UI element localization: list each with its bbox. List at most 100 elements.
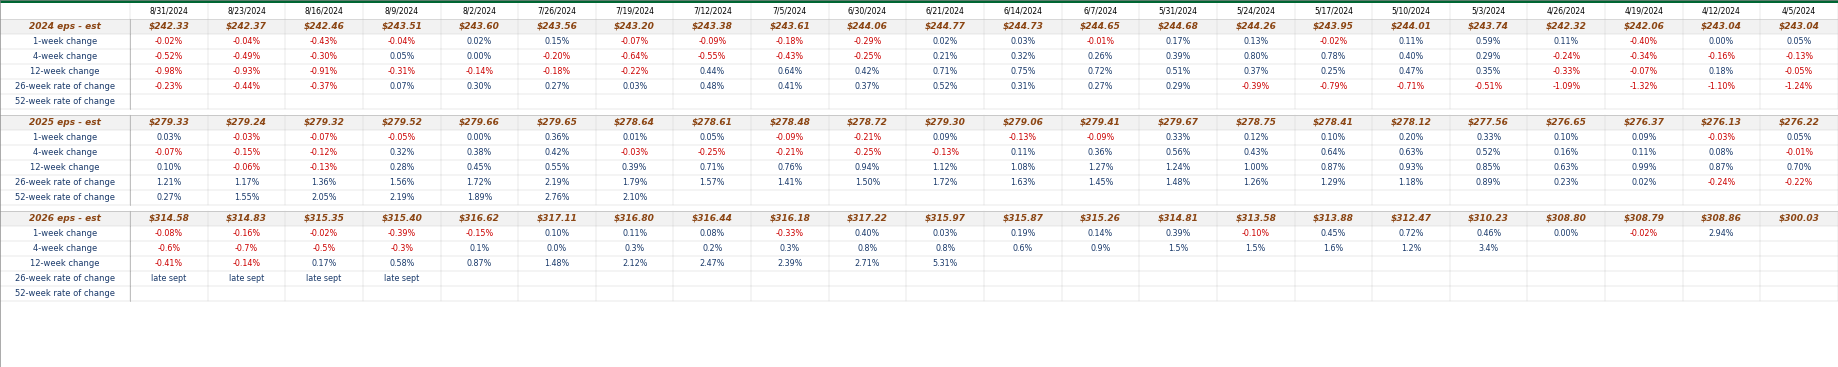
Text: 0.8%: 0.8% (936, 244, 956, 253)
Text: $243.04: $243.04 (1779, 22, 1820, 31)
Text: 3.4%: 3.4% (1478, 244, 1498, 253)
Text: $242.46: $242.46 (303, 22, 344, 31)
Text: -0.12%: -0.12% (311, 148, 338, 157)
Text: -0.07%: -0.07% (154, 148, 184, 157)
Text: 0.58%: 0.58% (390, 259, 414, 268)
Text: 26-week rate of change: 26-week rate of change (15, 82, 116, 91)
Text: 4/26/2024: 4/26/2024 (1548, 7, 1586, 15)
Text: 12-week change: 12-week change (29, 259, 99, 268)
Text: -0.10%: -0.10% (1242, 229, 1270, 238)
Text: -0.22%: -0.22% (1785, 178, 1814, 187)
Text: -0.02%: -0.02% (1630, 229, 1658, 238)
Text: -0.33%: -0.33% (1553, 67, 1581, 76)
Text: 0.03%: 0.03% (932, 229, 958, 238)
Text: 0.41%: 0.41% (777, 82, 803, 91)
Text: -0.21%: -0.21% (853, 133, 882, 142)
Text: 0.03%: 0.03% (156, 133, 182, 142)
Text: 0.93%: 0.93% (1399, 163, 1424, 172)
Text: -0.07%: -0.07% (311, 133, 338, 142)
Text: 1.72%: 1.72% (932, 178, 958, 187)
Text: $242.33: $242.33 (149, 22, 189, 31)
Text: 52-week rate of change: 52-week rate of change (15, 97, 116, 106)
Text: 0.29%: 0.29% (1476, 52, 1502, 61)
Text: 0.39%: 0.39% (1165, 229, 1191, 238)
Text: $242.32: $242.32 (1546, 22, 1586, 31)
Text: $244.26: $244.26 (1235, 22, 1276, 31)
Text: -0.29%: -0.29% (853, 37, 882, 46)
Text: 1.08%: 1.08% (1011, 163, 1035, 172)
Text: -0.07%: -0.07% (1630, 67, 1658, 76)
Text: $278.75: $278.75 (1235, 118, 1276, 127)
Text: $244.06: $244.06 (847, 22, 888, 31)
Text: $278.41: $278.41 (1312, 118, 1355, 127)
Text: $243.60: $243.60 (460, 22, 500, 31)
Text: $316.44: $316.44 (691, 214, 733, 223)
Text: -0.43%: -0.43% (311, 37, 338, 46)
Text: 0.08%: 0.08% (1709, 148, 1735, 157)
Bar (0, 130, 1838, 145)
Text: -1.09%: -1.09% (1551, 82, 1581, 91)
Text: -0.04%: -0.04% (388, 37, 415, 46)
Text: 4-week change: 4-week change (33, 148, 97, 157)
Text: 5/24/2024: 5/24/2024 (1237, 7, 1276, 15)
Text: 4-week change: 4-week change (33, 52, 97, 61)
Text: $243.51: $243.51 (380, 22, 423, 31)
Text: $279.32: $279.32 (303, 118, 344, 127)
Text: -0.02%: -0.02% (1320, 37, 1347, 46)
Text: 0.39%: 0.39% (1165, 52, 1191, 61)
Text: 0.1%: 0.1% (469, 244, 489, 253)
Text: 0.75%: 0.75% (1011, 67, 1035, 76)
Text: $312.47: $312.47 (1391, 214, 1432, 223)
Text: 0.09%: 0.09% (1630, 133, 1656, 142)
Text: 1.72%: 1.72% (467, 178, 493, 187)
Text: -0.03%: -0.03% (621, 148, 649, 157)
Text: -0.44%: -0.44% (232, 82, 261, 91)
Text: 1.55%: 1.55% (233, 193, 259, 202)
Text: 0.11%: 0.11% (1399, 37, 1424, 46)
Text: $316.18: $316.18 (770, 214, 811, 223)
Text: $277.56: $277.56 (1469, 118, 1509, 127)
Text: 5/3/2024: 5/3/2024 (1472, 7, 1505, 15)
Text: 0.51%: 0.51% (1165, 67, 1191, 76)
Text: $244.77: $244.77 (925, 22, 965, 31)
Text: 0.9%: 0.9% (1090, 244, 1110, 253)
Text: 0.11%: 0.11% (621, 229, 647, 238)
Text: 0.56%: 0.56% (1165, 148, 1191, 157)
Text: 0.18%: 0.18% (1709, 67, 1735, 76)
Text: -0.04%: -0.04% (232, 37, 261, 46)
Text: 0.05%: 0.05% (1787, 37, 1812, 46)
Text: 8/16/2024: 8/16/2024 (305, 7, 344, 15)
Text: -0.01%: -0.01% (1785, 148, 1814, 157)
Text: 0.05%: 0.05% (1787, 133, 1812, 142)
Text: 1.5%: 1.5% (1167, 244, 1189, 253)
Bar (0, 64, 1838, 79)
Text: $243.38: $243.38 (691, 22, 733, 31)
Text: 1.89%: 1.89% (467, 193, 493, 202)
Text: $244.73: $244.73 (1002, 22, 1044, 31)
Text: -0.6%: -0.6% (158, 244, 180, 253)
Text: -0.20%: -0.20% (542, 52, 572, 61)
Text: 0.30%: 0.30% (467, 82, 493, 91)
Text: $244.68: $244.68 (1158, 22, 1198, 31)
Text: -0.13%: -0.13% (932, 148, 959, 157)
Text: 2.47%: 2.47% (700, 259, 724, 268)
Text: 7/19/2024: 7/19/2024 (616, 7, 654, 15)
Text: 2.05%: 2.05% (311, 193, 336, 202)
Text: 1-week change: 1-week change (33, 133, 97, 142)
Text: -0.49%: -0.49% (232, 52, 261, 61)
Text: $243.20: $243.20 (614, 22, 654, 31)
Text: 0.08%: 0.08% (700, 229, 724, 238)
Text: $278.12: $278.12 (1391, 118, 1432, 127)
Text: -0.21%: -0.21% (776, 148, 803, 157)
Text: 1.57%: 1.57% (700, 178, 724, 187)
Text: 12-week change: 12-week change (29, 67, 99, 76)
Text: 1.26%: 1.26% (1242, 178, 1268, 187)
Text: $279.65: $279.65 (537, 118, 577, 127)
Text: 0.80%: 0.80% (1242, 52, 1268, 61)
Text: -0.08%: -0.08% (154, 229, 182, 238)
Text: 0.6%: 0.6% (1013, 244, 1033, 253)
Text: -0.01%: -0.01% (1086, 37, 1114, 46)
Text: 0.17%: 0.17% (311, 259, 336, 268)
Text: -0.34%: -0.34% (1630, 52, 1658, 61)
Text: 0.11%: 0.11% (1553, 37, 1579, 46)
